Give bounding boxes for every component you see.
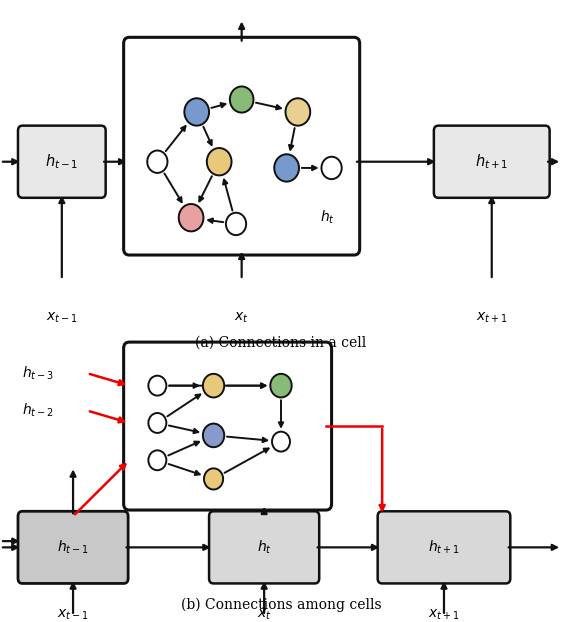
Circle shape [203,424,224,447]
Circle shape [203,374,224,397]
Text: $x_{t+1}$: $x_{t+1}$ [428,608,460,622]
Text: $h_{t-1}$: $h_{t-1}$ [45,152,79,171]
Text: $h_{t-3}$: $h_{t-3}$ [22,364,55,382]
Text: $h_{t+1}$: $h_{t+1}$ [475,152,509,171]
FancyBboxPatch shape [18,126,106,198]
FancyBboxPatch shape [434,126,550,198]
Circle shape [148,376,166,396]
Circle shape [274,154,299,182]
Text: $x_{t-1}$: $x_{t-1}$ [57,608,89,622]
Text: $x_{t+1}$: $x_{t+1}$ [476,311,507,325]
FancyBboxPatch shape [18,511,128,583]
Circle shape [148,413,166,433]
Circle shape [148,450,166,470]
Text: $h_{t-1}$: $h_{t-1}$ [57,539,89,556]
Circle shape [321,157,342,179]
Text: $h_{t+1}$: $h_{t+1}$ [428,539,460,556]
Text: (a) Connections in a cell: (a) Connections in a cell [196,336,366,350]
FancyBboxPatch shape [378,511,510,583]
Circle shape [147,151,167,173]
Circle shape [285,98,310,126]
Circle shape [179,204,203,231]
Text: $h_t$: $h_t$ [257,539,271,556]
FancyBboxPatch shape [124,37,360,255]
Circle shape [226,213,246,235]
Circle shape [270,374,292,397]
Text: $x_t$: $x_t$ [257,608,271,622]
Circle shape [230,86,253,113]
Circle shape [272,432,290,452]
Circle shape [204,468,223,490]
Text: $x_{t-1}$: $x_{t-1}$ [46,311,78,325]
Text: $x_t$: $x_t$ [234,311,249,325]
Circle shape [184,98,209,126]
FancyBboxPatch shape [124,342,332,510]
Text: $h_{t-2}$: $h_{t-2}$ [22,402,54,419]
FancyBboxPatch shape [209,511,319,583]
Text: $h_t$: $h_t$ [320,209,336,226]
Circle shape [207,148,232,175]
Text: (b) Connections among cells: (b) Connections among cells [181,597,381,611]
